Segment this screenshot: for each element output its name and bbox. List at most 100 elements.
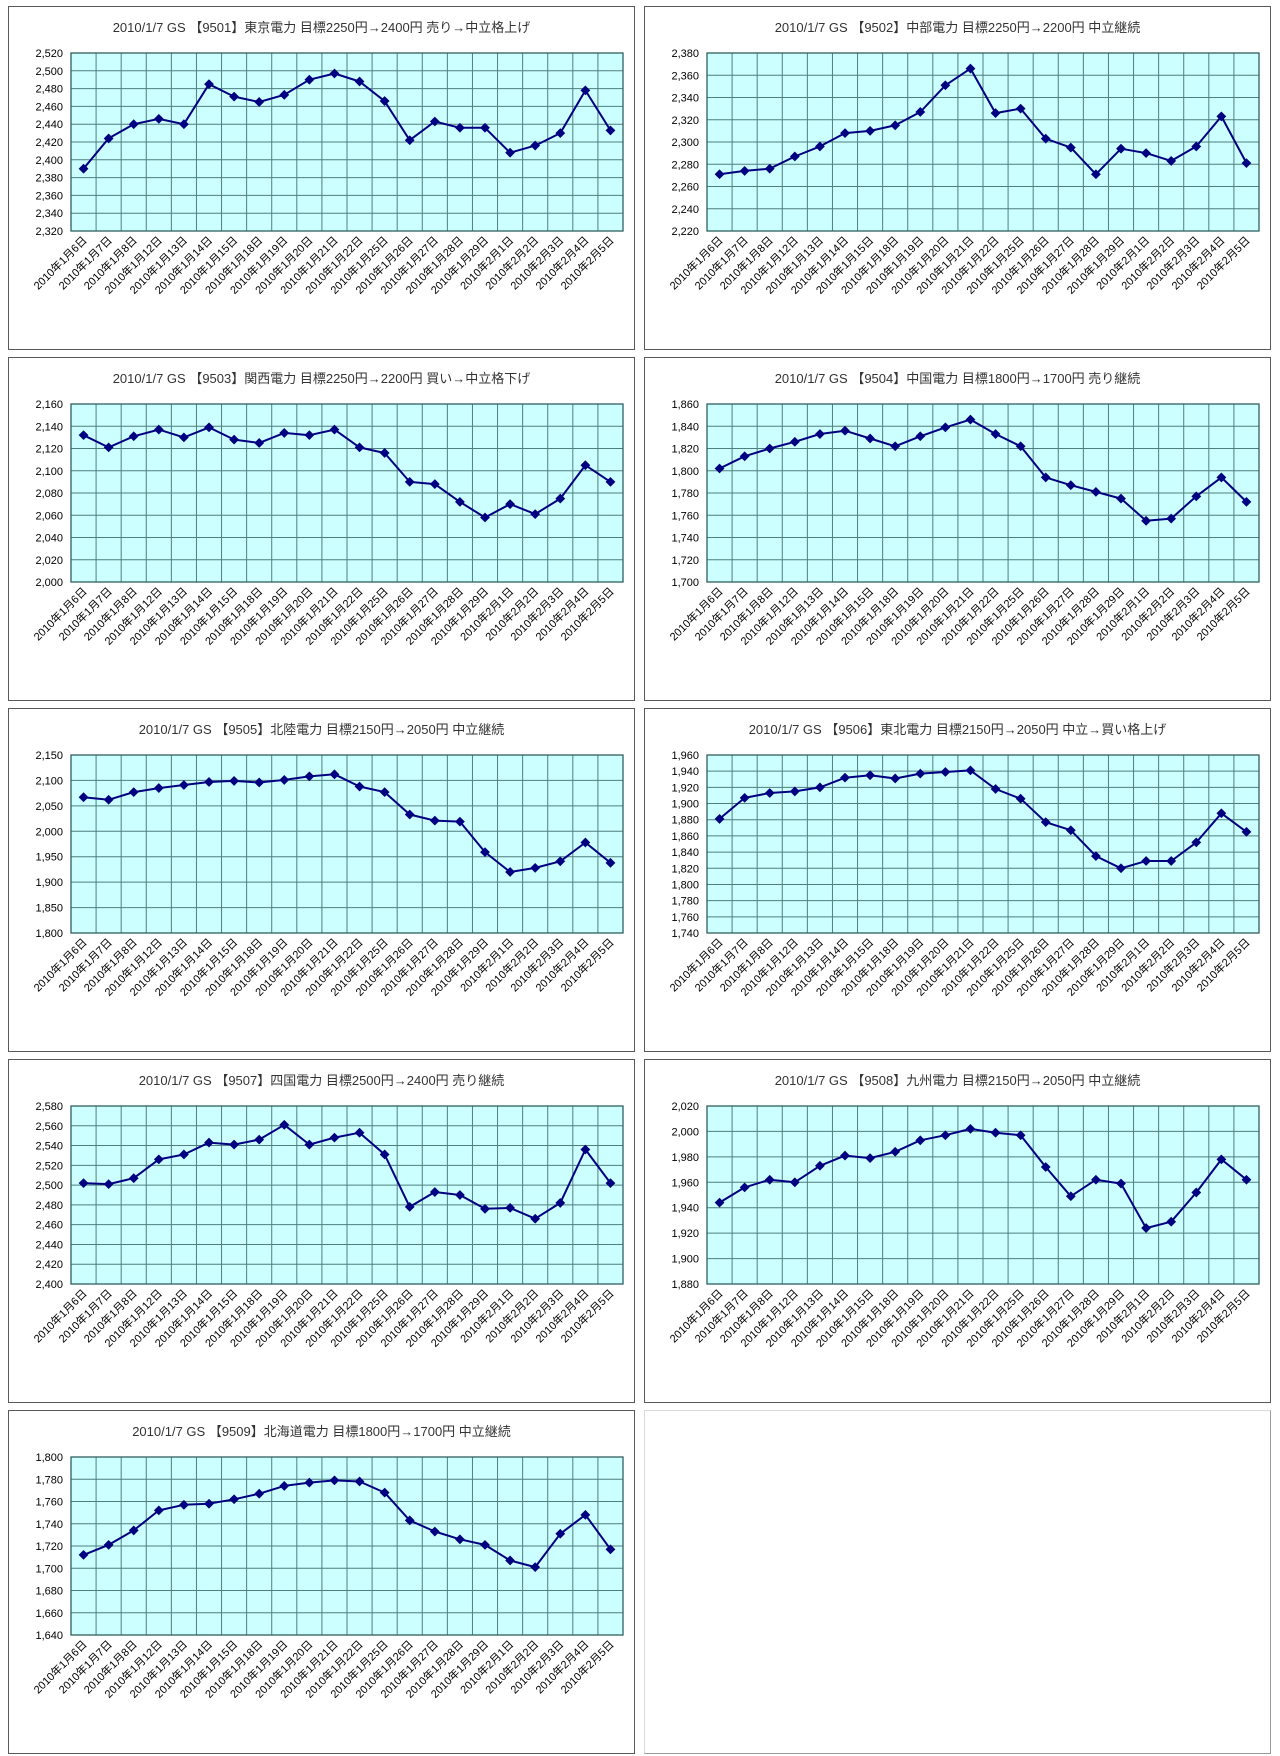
svg-text:1,700: 1,700 bbox=[671, 577, 699, 589]
chart-panel-9501: 2010/1/7 GS 【9501】東京電力 目標2250円→2400円 売り→… bbox=[8, 6, 635, 350]
svg-text:1,940: 1,940 bbox=[671, 1203, 699, 1215]
svg-text:2,580: 2,580 bbox=[35, 1101, 63, 1113]
svg-text:1,960: 1,960 bbox=[671, 1177, 699, 1189]
svg-text:1,780: 1,780 bbox=[671, 488, 699, 500]
svg-text:1,740: 1,740 bbox=[671, 533, 699, 545]
svg-text:1,800: 1,800 bbox=[35, 928, 63, 940]
svg-text:2,000: 2,000 bbox=[671, 1126, 699, 1138]
svg-text:1,920: 1,920 bbox=[671, 782, 699, 794]
svg-text:1,820: 1,820 bbox=[671, 444, 699, 456]
svg-text:2,140: 2,140 bbox=[35, 421, 63, 433]
svg-text:2,400: 2,400 bbox=[35, 155, 63, 167]
svg-text:1,940: 1,940 bbox=[671, 766, 699, 778]
svg-text:2,340: 2,340 bbox=[671, 93, 699, 105]
svg-text:2,280: 2,280 bbox=[671, 159, 699, 171]
svg-text:1,760: 1,760 bbox=[35, 1497, 63, 1509]
empty-grid-cell bbox=[644, 1410, 1271, 1754]
svg-text:2,360: 2,360 bbox=[35, 190, 63, 202]
svg-text:1,800: 1,800 bbox=[35, 1452, 63, 1464]
svg-text:1,860: 1,860 bbox=[671, 399, 699, 411]
svg-text:2,040: 2,040 bbox=[35, 533, 63, 545]
svg-text:2,320: 2,320 bbox=[671, 115, 699, 127]
svg-text:2,440: 2,440 bbox=[35, 119, 63, 131]
svg-text:2,520: 2,520 bbox=[35, 48, 63, 60]
svg-text:2,000: 2,000 bbox=[35, 577, 63, 589]
svg-text:1,800: 1,800 bbox=[671, 466, 699, 478]
chart-title: 2010/1/7 GS 【9503】関西電力 目標2250円→2200円 買い→… bbox=[112, 371, 531, 386]
svg-text:1,840: 1,840 bbox=[671, 421, 699, 433]
svg-text:2,500: 2,500 bbox=[35, 66, 63, 78]
svg-text:2,220: 2,220 bbox=[671, 226, 699, 238]
svg-text:1,920: 1,920 bbox=[671, 1228, 699, 1240]
svg-text:2,060: 2,060 bbox=[35, 510, 63, 522]
svg-text:2,340: 2,340 bbox=[35, 208, 63, 220]
svg-text:2,420: 2,420 bbox=[35, 1259, 63, 1271]
svg-text:1,980: 1,980 bbox=[671, 1152, 699, 1164]
chart-panel-9506: 2010/1/7 GS 【9506】東北電力 目標2150円→2050円 中立→… bbox=[644, 708, 1271, 1052]
svg-text:2,000: 2,000 bbox=[35, 826, 63, 838]
chart-panel-9502: 2010/1/7 GS 【9502】中部電力 目標2250円→2200円 中立継… bbox=[644, 6, 1271, 350]
svg-text:2,150: 2,150 bbox=[35, 750, 63, 762]
svg-text:2,460: 2,460 bbox=[35, 1220, 63, 1232]
svg-text:2,240: 2,240 bbox=[671, 204, 699, 216]
svg-text:1,880: 1,880 bbox=[671, 1279, 699, 1291]
line-chart-9509: 1,640 1,660 1,680 1,700 1,720 1,740 1,760 1,780… bbox=[30, 1452, 624, 1701]
svg-text:2,100: 2,100 bbox=[35, 466, 63, 478]
line-chart-9505: 1,800 1,850 1,900 1,950 2,000 2,050 2,100 2,150… bbox=[30, 750, 624, 999]
svg-text:2,400: 2,400 bbox=[35, 1279, 63, 1291]
svg-text:2,460: 2,460 bbox=[35, 101, 63, 113]
svg-text:1,760: 1,760 bbox=[671, 510, 699, 522]
svg-text:2,020: 2,020 bbox=[671, 1101, 699, 1113]
svg-text:1,900: 1,900 bbox=[671, 799, 699, 811]
line-chart-9503: 2,000 2,020 2,040 2,060 2,080 2,100 2,120 2,140… bbox=[30, 399, 624, 648]
chart-title: 2010/1/7 GS 【9505】北陸電力 目標2150円→2050円 中立継… bbox=[138, 722, 505, 737]
svg-text:2,420: 2,420 bbox=[35, 137, 63, 149]
chart-title: 2010/1/7 GS 【9501】東京電力 目標2250円→2400円 売り→… bbox=[112, 20, 531, 35]
line-chart-9504: 1,700 1,720 1,740 1,760 1,780 1,800 1,820 1,840… bbox=[666, 399, 1260, 648]
line-chart-9508: 1,880 1,900 1,920 1,940 1,960 1,980 2,000 2,020… bbox=[666, 1101, 1260, 1350]
svg-text:1,880: 1,880 bbox=[671, 815, 699, 827]
svg-text:1,660: 1,660 bbox=[35, 1608, 63, 1620]
svg-text:2,440: 2,440 bbox=[35, 1239, 63, 1251]
chart-title: 2010/1/7 GS 【9509】北海道電力 目標1800円→1700円 中立… bbox=[132, 1424, 511, 1439]
line-chart-9506: 1,740 1,760 1,780 1,800 1,820 1,840 1,860 1,880… bbox=[666, 750, 1260, 999]
svg-text:1,640: 1,640 bbox=[35, 1630, 63, 1642]
chart-panel-9507: 2010/1/7 GS 【9507】四国電力 目標2500円→2400円 売り継… bbox=[8, 1059, 635, 1403]
svg-text:1,960: 1,960 bbox=[671, 750, 699, 762]
svg-text:1,800: 1,800 bbox=[671, 879, 699, 891]
svg-text:2,380: 2,380 bbox=[35, 173, 63, 185]
svg-text:1,780: 1,780 bbox=[671, 896, 699, 908]
chart-title: 2010/1/7 GS 【9506】東北電力 目標2150円→2050円 中立→… bbox=[748, 722, 1167, 737]
svg-text:1,850: 1,850 bbox=[35, 903, 63, 915]
svg-text:1,820: 1,820 bbox=[671, 863, 699, 875]
svg-text:2,520: 2,520 bbox=[35, 1160, 63, 1172]
line-chart-9501: 2,320 2,340 2,360 2,380 2,400 2,420 2,440 2,460… bbox=[30, 48, 624, 297]
svg-text:1,760: 1,760 bbox=[671, 912, 699, 924]
svg-text:2,360: 2,360 bbox=[671, 70, 699, 82]
svg-text:2,480: 2,480 bbox=[35, 1200, 63, 1212]
svg-text:1,740: 1,740 bbox=[35, 1519, 63, 1531]
svg-text:2,300: 2,300 bbox=[671, 137, 699, 149]
svg-text:2,050: 2,050 bbox=[35, 801, 63, 813]
chart-panel-9505: 2010/1/7 GS 【9505】北陸電力 目標2150円→2050円 中立継… bbox=[8, 708, 635, 1052]
svg-text:1,860: 1,860 bbox=[671, 831, 699, 843]
svg-text:1,780: 1,780 bbox=[35, 1474, 63, 1486]
svg-text:1,740: 1,740 bbox=[671, 928, 699, 940]
svg-text:2,100: 2,100 bbox=[35, 775, 63, 787]
chart-title: 2010/1/7 GS 【9507】四国電力 目標2500円→2400円 売り継… bbox=[138, 1073, 505, 1088]
svg-text:1,720: 1,720 bbox=[35, 1541, 63, 1553]
svg-text:2,560: 2,560 bbox=[35, 1121, 63, 1133]
chart-panel-9503: 2010/1/7 GS 【9503】関西電力 目標2250円→2200円 買い→… bbox=[8, 357, 635, 701]
svg-text:2,540: 2,540 bbox=[35, 1141, 63, 1153]
svg-text:2,380: 2,380 bbox=[671, 48, 699, 60]
chart-title: 2010/1/7 GS 【9504】中国電力 目標1800円→1700円 売り継… bbox=[774, 371, 1141, 386]
svg-text:2,480: 2,480 bbox=[35, 84, 63, 96]
svg-text:1,900: 1,900 bbox=[35, 877, 63, 889]
line-chart-9502: 2,220 2,240 2,260 2,280 2,300 2,320 2,340 2,360… bbox=[666, 48, 1260, 297]
svg-text:1,900: 1,900 bbox=[671, 1254, 699, 1266]
chart-panel-9509: 2010/1/7 GS 【9509】北海道電力 目標1800円→1700円 中立… bbox=[8, 1410, 635, 1754]
chart-panel-9504: 2010/1/7 GS 【9504】中国電力 目標1800円→1700円 売り継… bbox=[644, 357, 1271, 701]
svg-text:1,840: 1,840 bbox=[671, 847, 699, 859]
svg-text:2,320: 2,320 bbox=[35, 226, 63, 238]
svg-text:1,720: 1,720 bbox=[671, 555, 699, 567]
